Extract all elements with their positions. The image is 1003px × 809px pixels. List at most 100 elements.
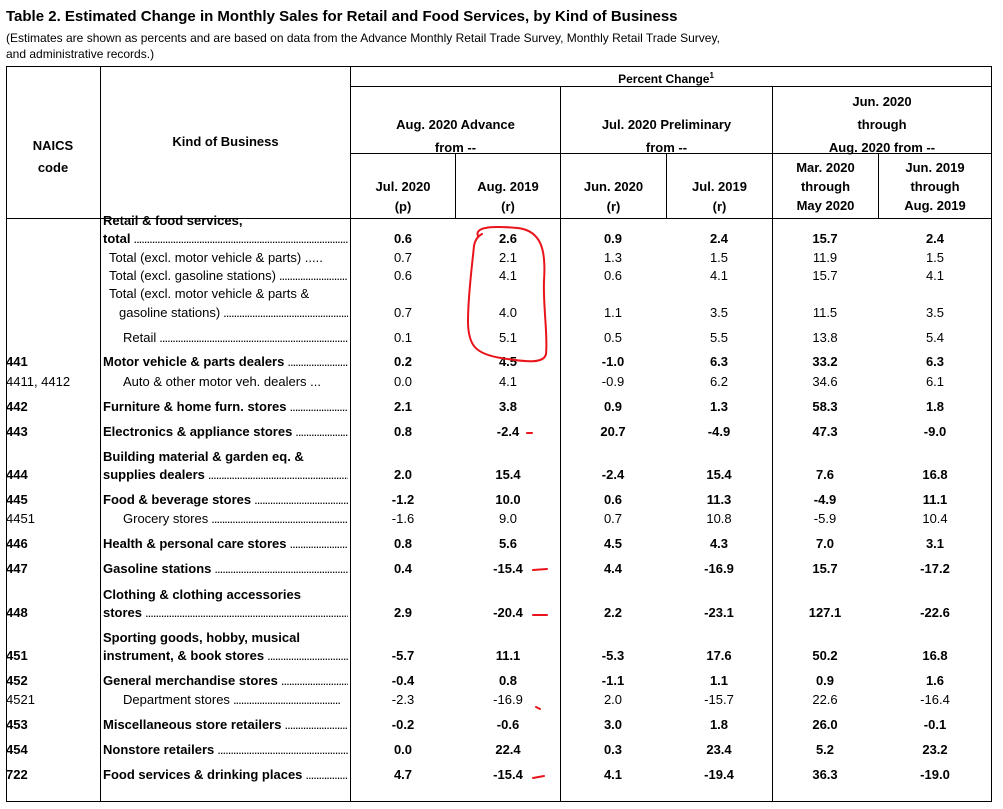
group3-header: Jun. 2020 through Aug. 2020 from -- <box>773 90 991 159</box>
value-cell: 6.3 <box>709 354 729 369</box>
kind-of-business-label: instrument, & book stores <box>103 648 265 663</box>
naics-code: 442 <box>6 399 28 414</box>
value-cell: -0.2 <box>391 717 415 732</box>
value-cell: 4.1 <box>709 268 729 283</box>
value-cell: 1.5 <box>709 250 729 265</box>
value-cell: 2.0 <box>603 692 623 707</box>
kind-of-business-label: total <box>103 231 131 246</box>
value-cell: 11.1 <box>922 492 948 507</box>
kind-of-business-label: Auto & other motor veh. dealers ... <box>123 374 321 389</box>
value-cell: 0.9 <box>603 231 623 246</box>
value-cell: 15.4 <box>706 467 732 482</box>
value-cell: 0.6 <box>393 231 413 246</box>
value-cell: 7.0 <box>815 536 835 551</box>
col-header-mar-may-2020: Mar. 2020 through May 2020 <box>796 160 855 213</box>
value-cell: 4.3 <box>709 536 729 551</box>
value-cell: -5.3 <box>601 648 625 663</box>
value-cell: 13.8 <box>812 330 838 345</box>
kind-of-business-label: Furniture & home furn. stores <box>103 399 287 414</box>
naics-code: 4521 <box>6 692 35 707</box>
naics-header: NAICS code <box>6 135 100 179</box>
naics-label: NAICS <box>32 138 74 153</box>
kind-of-business-label: Miscellaneous store retailers <box>103 717 282 732</box>
col-divider-4 <box>772 86 773 802</box>
col-divider-2 <box>560 86 561 802</box>
value-cell: 1.6 <box>925 673 945 688</box>
value-cell: 0.1 <box>393 330 413 345</box>
footnote-marker: 1 <box>709 71 714 80</box>
kind-of-business-label: General merchandise stores <box>103 673 278 688</box>
sales-change-table: Percent Change1 NAICS code Kind of Busin… <box>6 66 992 802</box>
percent-change-header: Percent Change1 <box>561 68 771 87</box>
header-bottom-rule <box>6 218 992 219</box>
col-header-jun-aug-2019: Jun. 2019 through Aug. 2019 <box>904 160 966 213</box>
value-cell: -1.6 <box>391 511 415 526</box>
left-border <box>6 66 7 802</box>
value-cell: -1.1 <box>601 673 625 688</box>
value-cell: 15.7 <box>812 231 838 246</box>
value-cell: -1.2 <box>391 492 415 507</box>
value-cell: -19.4 <box>704 767 734 782</box>
value-cell: -16.4 <box>920 692 950 707</box>
value-cell: 2.2 <box>603 605 623 620</box>
kind-of-business-label: Food & beverage stores <box>103 492 252 507</box>
dot-leader: ........................................… <box>287 354 348 369</box>
value-cell: 0.0 <box>393 742 413 757</box>
col-header-aug2019: Aug. 2019 (r) <box>477 179 539 214</box>
value-cell: -9.0 <box>923 424 947 439</box>
annotation-dash <box>532 775 545 779</box>
value-cell: -19.0 <box>920 767 950 782</box>
naics-code: 451 <box>6 648 28 663</box>
value-cell: 10.0 <box>495 492 521 507</box>
group1-line2: from -- <box>434 140 477 155</box>
value-cell: -15.7 <box>704 692 734 707</box>
naics-code: 454 <box>6 742 28 757</box>
value-cell: 127.1 <box>808 605 842 620</box>
annotation-layer <box>466 226 548 779</box>
table-subtitle-line-1: (Estimates are shown as percents and are… <box>6 31 720 45</box>
kind-of-business-label: stores <box>103 605 143 620</box>
group3-line2: through <box>857 117 907 132</box>
value-cell: -5.9 <box>813 511 837 526</box>
value-cell: -23.1 <box>704 605 734 620</box>
dot-leader: ........................................… <box>223 305 348 320</box>
naics-code: 443 <box>6 424 28 439</box>
table-subtitle-line-2: and administrative records.) <box>6 47 155 61</box>
value-cell: 1.8 <box>709 717 729 732</box>
naics-code: 448 <box>6 605 28 620</box>
top-border <box>6 66 992 67</box>
value-cell: 50.2 <box>812 648 838 663</box>
value-cell: -0.4 <box>391 673 415 688</box>
value-cell: 23.2 <box>922 742 948 757</box>
value-cell: 4.1 <box>498 374 518 389</box>
kind-of-business-label: Grocery stores <box>123 511 209 526</box>
value-cell: 5.5 <box>709 330 729 345</box>
value-cell: 4.5 <box>603 536 623 551</box>
group2-header: Jul. 2020 Preliminary from -- <box>561 113 772 159</box>
value-cell: 15.4 <box>495 467 521 482</box>
value-cell: 0.8 <box>393 424 413 439</box>
value-cell: 2.4 <box>709 231 729 246</box>
kind-of-business-label: Department stores <box>123 692 230 707</box>
group3-line1: Jun. 2020 <box>852 94 912 109</box>
annotation-circle <box>466 226 548 363</box>
kind-of-business-label: supplies dealers <box>103 467 205 482</box>
kind-of-business-line1: Total (excl. motor vehicle & parts & <box>109 286 310 301</box>
value-cell: 5.6 <box>498 536 518 551</box>
value-cell: 34.6 <box>812 374 838 389</box>
kind-of-business-line1: Building material & garden eq. & <box>103 449 304 464</box>
value-cell: 11.3 <box>706 492 732 507</box>
value-cell: 11.1 <box>495 648 521 663</box>
value-cell: 16.8 <box>922 648 948 663</box>
value-cell: 3.5 <box>925 305 945 320</box>
value-cell: 15.7 <box>812 561 838 576</box>
naics-code: 4451 <box>6 511 35 526</box>
value-cell: 6.3 <box>925 354 945 369</box>
col-header-jul2019: Jul. 2019 (r) <box>692 179 747 214</box>
percent-change-rule <box>350 86 992 87</box>
dot-leader: ........................................… <box>232 692 341 707</box>
naics-code: 444 <box>6 467 28 482</box>
value-cell: 0.4 <box>393 561 413 576</box>
value-cell: 26.0 <box>812 717 838 732</box>
value-cell: 3.8 <box>498 399 518 414</box>
